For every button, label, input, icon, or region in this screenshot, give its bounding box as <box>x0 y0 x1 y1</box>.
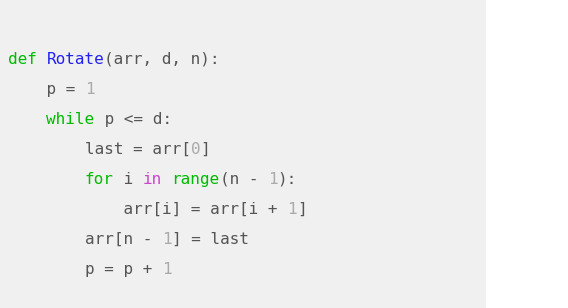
Text: arr[i] = arr[i +: arr[i] = arr[i + <box>8 202 287 217</box>
Text: for: for <box>85 172 114 187</box>
Text: ]: ] <box>296 202 306 217</box>
FancyBboxPatch shape <box>486 0 568 308</box>
Text: ] = last: ] = last <box>172 232 249 247</box>
Text: 1: 1 <box>162 232 172 247</box>
Text: 0: 0 <box>191 142 201 157</box>
Text: 1: 1 <box>268 172 278 187</box>
Text: def: def <box>8 52 47 67</box>
Text: range: range <box>172 172 220 187</box>
Text: while: while <box>47 112 95 127</box>
Text: ]: ] <box>201 142 210 157</box>
Text: last = arr[: last = arr[ <box>8 142 191 157</box>
Text: 1: 1 <box>287 202 296 217</box>
Text: 1: 1 <box>162 262 172 277</box>
Text: arr[n -: arr[n - <box>8 232 162 247</box>
Text: (n -: (n - <box>220 172 268 187</box>
Text: i: i <box>114 172 143 187</box>
Text: ):: ): <box>278 172 296 187</box>
Text: p = p +: p = p + <box>8 262 162 277</box>
Text: p =: p = <box>8 82 85 97</box>
Text: p <= d:: p <= d: <box>95 112 172 127</box>
Text: in: in <box>143 172 162 187</box>
Text: Rotate: Rotate <box>47 52 105 67</box>
Text: (arr, d, n):: (arr, d, n): <box>105 52 220 67</box>
FancyBboxPatch shape <box>0 0 486 308</box>
Text: 1: 1 <box>85 82 95 97</box>
